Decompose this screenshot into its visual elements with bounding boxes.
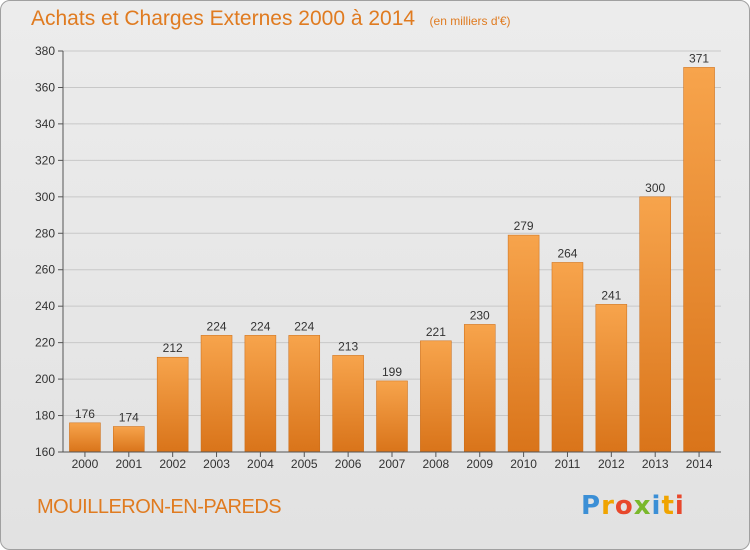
data-label: 371 — [689, 51, 709, 65]
data-label: 224 — [294, 319, 314, 333]
proxiti-logo: Proxiti — [581, 491, 685, 521]
data-label: 224 — [207, 319, 227, 333]
y-tick-label: 280 — [35, 226, 55, 240]
x-tick-label: 2013 — [642, 457, 669, 471]
bar-2002 — [156, 356, 189, 453]
bar-2004 — [244, 335, 277, 453]
bar-2001 — [113, 426, 145, 453]
data-label: 241 — [601, 288, 621, 302]
bar-2000 — [69, 422, 101, 453]
title-row: Achats et Charges Externes 2000 à 2014 (… — [31, 7, 511, 31]
x-tick-label: 2006 — [335, 457, 362, 471]
y-tick-label: 380 — [35, 44, 55, 58]
data-label: 264 — [557, 246, 577, 260]
data-label: 230 — [470, 308, 490, 322]
chart-title: Achats et Charges Externes 2000 à 2014 — [31, 7, 416, 30]
bar-2013 — [639, 196, 671, 453]
y-tick-label: 360 — [35, 80, 55, 94]
bar-2009 — [463, 324, 496, 453]
chart-subtitle: (en milliers d'€) — [429, 14, 511, 28]
x-tick-label: 2008 — [423, 457, 450, 471]
x-tick-label: 2012 — [598, 457, 625, 471]
bar-2010 — [507, 234, 540, 453]
x-axis: 2000 2001 2002 2003 2004 2005 2006 2007 2008 2009… — [63, 451, 721, 471]
x-tick-label: 2004 — [247, 457, 274, 471]
bar-2007 — [376, 380, 408, 453]
y-tick-label: 340 — [35, 117, 55, 131]
data-label: 300 — [645, 181, 665, 195]
bar-2006 — [332, 355, 364, 453]
x-tick-label: 2002 — [159, 457, 186, 471]
x-tick-label: 2009 — [466, 457, 493, 471]
data-label: 174 — [119, 410, 139, 424]
x-tick-label: 2005 — [291, 457, 318, 471]
y-tick-label: 180 — [35, 409, 55, 423]
data-label: 199 — [382, 365, 402, 379]
data-label: 213 — [338, 339, 358, 353]
data-label: 176 — [75, 407, 95, 421]
data-label: 212 — [163, 341, 183, 355]
y-tick-label: 200 — [35, 372, 55, 386]
bar-2003 — [200, 335, 233, 453]
data-label: 224 — [250, 319, 270, 333]
x-tick-label: 2010 — [510, 457, 537, 471]
y-tick-label: 220 — [35, 336, 55, 350]
x-tick-label: 2003 — [203, 457, 230, 471]
y-tick-label: 240 — [35, 299, 55, 313]
y-tick-label: 260 — [35, 263, 55, 277]
bar-2014 — [683, 67, 715, 453]
bar-2012 — [595, 304, 628, 453]
x-tick-label: 2014 — [686, 457, 713, 471]
x-tick-label: 2001 — [115, 457, 142, 471]
x-tick-label: 2011 — [555, 457, 581, 471]
y-tick-label: 160 — [35, 445, 55, 459]
bars: 176 174 212 224 224 224 213 199 221 230 279 264 241 3… — [69, 51, 715, 453]
y-axis: 160 180 200 220 240 260 280 300 320 340 360 380 — [35, 44, 64, 459]
bar-2005 — [288, 335, 321, 453]
y-tick-label: 300 — [35, 190, 55, 204]
x-tick-label: 2007 — [379, 457, 406, 471]
bar-2011 — [551, 262, 584, 453]
y-tick-label: 320 — [35, 153, 55, 167]
bar-2008 — [420, 340, 452, 453]
data-label: 279 — [514, 219, 534, 233]
x-tick-label: 2000 — [72, 457, 99, 471]
data-label: 221 — [426, 325, 446, 339]
place-name: MOUILLERON-EN-PAREDS — [37, 496, 282, 518]
